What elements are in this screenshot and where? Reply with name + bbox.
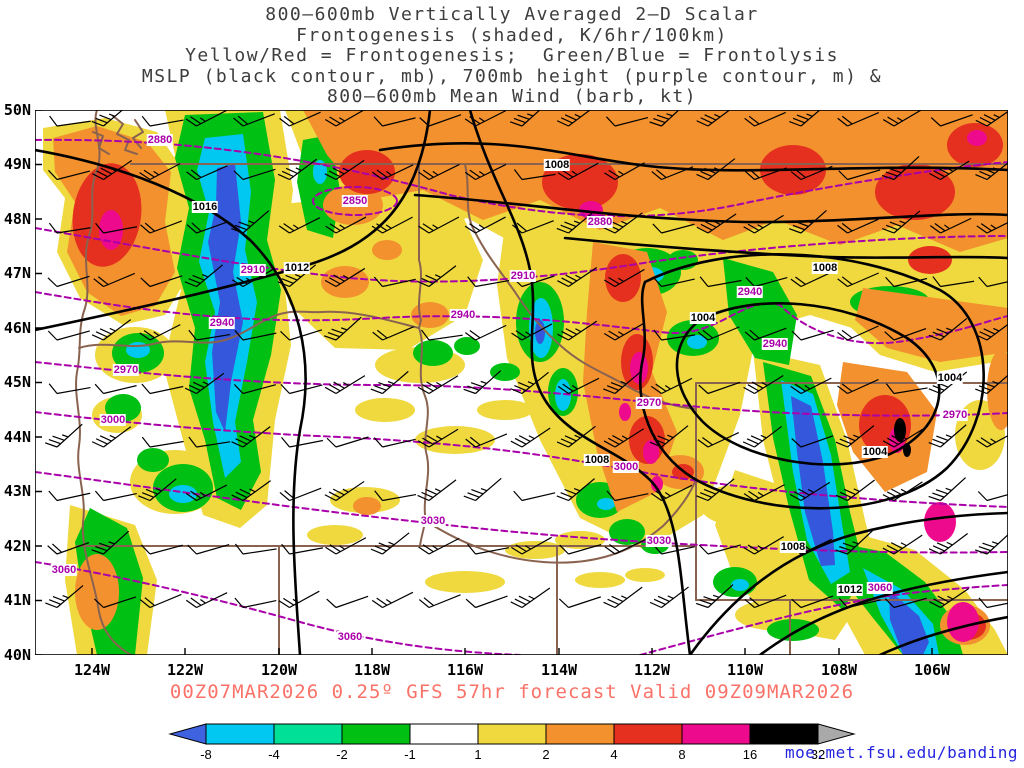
colorbar-tick-label: 16: [743, 747, 757, 762]
lat-label: 49N: [3, 155, 31, 173]
colorbar-segment: [613, 723, 683, 745]
forecast-caption: 00Z07MAR2026 0.25º GFS 57hr forecast Val…: [169, 681, 855, 703]
colorbar-segment: [545, 723, 615, 745]
colorbar-tick-label: 32: [811, 747, 825, 762]
colorbar-tick-label: -8: [200, 747, 212, 762]
title-line-3: Yellow/Red = Frontogenesis; Green/Blue =…: [185, 45, 839, 66]
wind-barbs: [44, 110, 1008, 609]
colorbar: -8 -4 -2 -1 1 2 4 8 16 32: [168, 723, 856, 762]
lon-label: 110W: [726, 661, 764, 679]
lat-label: 45N: [3, 373, 31, 391]
lon-label: 124W: [73, 661, 111, 679]
colorbar-segment: [681, 723, 751, 745]
lon-label: 120W: [260, 661, 298, 679]
colorbar-below-min-arrow: [168, 723, 207, 745]
lat-label: 48N: [3, 210, 31, 228]
title-line-2: Frontogenesis (shaded, K/6hr/100km): [296, 24, 728, 46]
colorbar-segment: [341, 723, 411, 745]
lat-label: 43N: [3, 482, 31, 500]
colorbar-segment: [409, 723, 479, 745]
colorbar-tick-label: 4: [610, 747, 617, 762]
title-line-1: 800–600mb Vertically Averaged 2–D Scalar: [265, 4, 759, 25]
colorbar-tick-label: -4: [268, 747, 280, 762]
colorbar-tick-label: 1: [474, 747, 481, 762]
lon-label: 116W: [446, 661, 484, 679]
lon-label: 118W: [353, 661, 391, 679]
colorbar-tick-label: 8: [678, 747, 685, 762]
colorbar-segment: [477, 723, 547, 745]
lat-label: 50N: [3, 101, 31, 119]
weather-map: [35, 110, 1008, 655]
lon-label: 122W: [166, 661, 204, 679]
lat-label: 41N: [3, 591, 31, 609]
colorbar-segment: [273, 723, 343, 745]
lon-label: 106W: [913, 661, 951, 679]
lon-label: 112W: [633, 661, 671, 679]
lat-label: 47N: [3, 264, 31, 282]
axis-ticks: [35, 110, 933, 655]
colorbar-tick-label: 2: [542, 747, 549, 762]
lat-label: 46N: [3, 319, 31, 337]
credit-link[interactable]: moe.met.fsu.edu/banding: [784, 743, 1018, 762]
mslp-contours: [35, 110, 1008, 655]
lat-label: 44N: [3, 428, 31, 446]
colorbar-tick-label: -1: [404, 747, 416, 762]
title-line-4: MSLP (black contour, mb), 700mb height (…: [141, 65, 883, 87]
lon-label: 114W: [540, 661, 578, 679]
colorbar-tick-label: -2: [336, 747, 348, 762]
chart-title: 800–600mb Vertically Averaged 2–D Scalar…: [0, 4, 1024, 108]
title-line-5: 800–600mb Mean Wind (barb, kt): [326, 86, 698, 107]
colorbar-above-max-arrow: [817, 723, 856, 745]
colorbar-segment: [749, 723, 819, 745]
lat-label: 40N: [3, 646, 31, 664]
colorbar-segment: [205, 723, 275, 745]
lat-label: 42N: [3, 537, 31, 555]
lon-label: 108W: [820, 661, 858, 679]
